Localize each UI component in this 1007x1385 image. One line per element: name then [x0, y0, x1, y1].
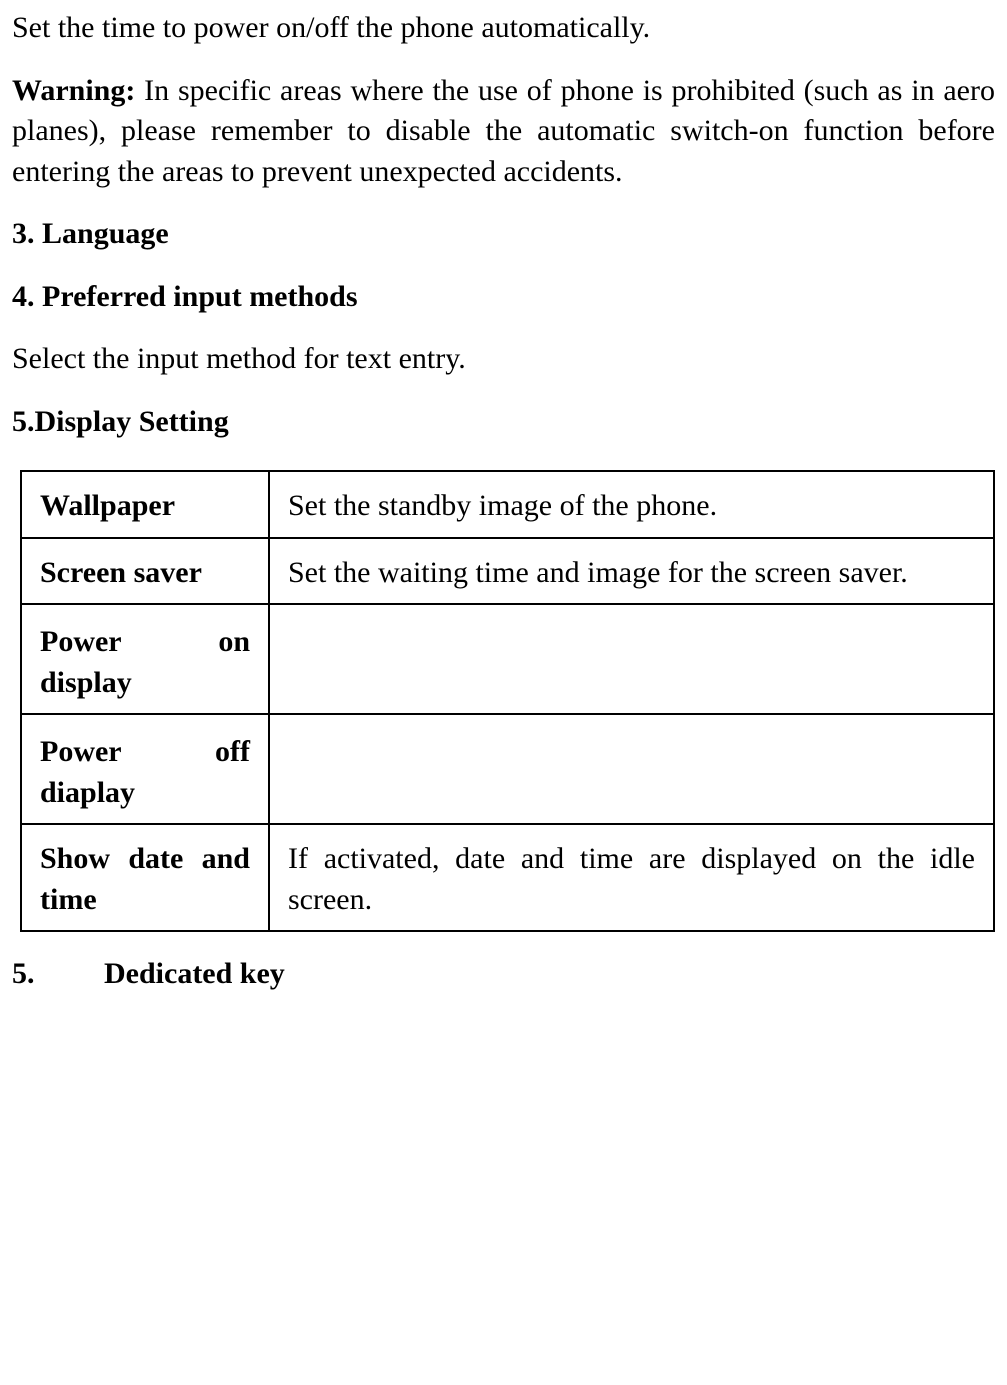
- warning-paragraph: Warning: In specific areas where the use…: [12, 71, 995, 193]
- table-row: Wallpaper Set the standby image of the p…: [21, 471, 994, 538]
- input-method-text: Select the input method for text entry.: [12, 339, 995, 380]
- heading-title: Dedicated key: [104, 954, 285, 995]
- warning-label: Warning:: [12, 74, 135, 107]
- table-row: Show date and time If activated, date an…: [21, 824, 994, 931]
- table-row: Power on display: [21, 604, 994, 714]
- table-row: Screen saver Set the waiting time and im…: [21, 538, 994, 605]
- table-cell-label: Wallpaper: [21, 471, 269, 538]
- table-cell-label: Power off diaplay: [21, 714, 269, 824]
- table-cell-label: Power on display: [21, 604, 269, 714]
- table-cell-label: Screen saver: [21, 538, 269, 605]
- table-row: Power off diaplay: [21, 714, 994, 824]
- heading-dedicated-key: 5. Dedicated key: [12, 954, 995, 995]
- table-cell-desc: [269, 604, 994, 714]
- table-cell-desc: [269, 714, 994, 824]
- heading-language: 3. Language: [12, 214, 995, 255]
- table-cell-desc: Set the waiting time and image for the s…: [269, 538, 994, 605]
- warning-text: In specific areas where the use of phone…: [12, 74, 995, 188]
- table-cell-label: Show date and time: [21, 824, 269, 931]
- display-settings-table: Wallpaper Set the standby image of the p…: [20, 470, 995, 932]
- heading-number: 5.: [12, 954, 35, 995]
- heading-input-methods: 4. Preferred input methods: [12, 277, 995, 318]
- heading-display-setting: 5.Display Setting: [12, 402, 995, 443]
- table-cell-desc: Set the standby image of the phone.: [269, 471, 994, 538]
- intro-paragraph: Set the time to power on/off the phone a…: [12, 8, 995, 49]
- table-cell-desc: If activated, date and time are displaye…: [269, 824, 994, 931]
